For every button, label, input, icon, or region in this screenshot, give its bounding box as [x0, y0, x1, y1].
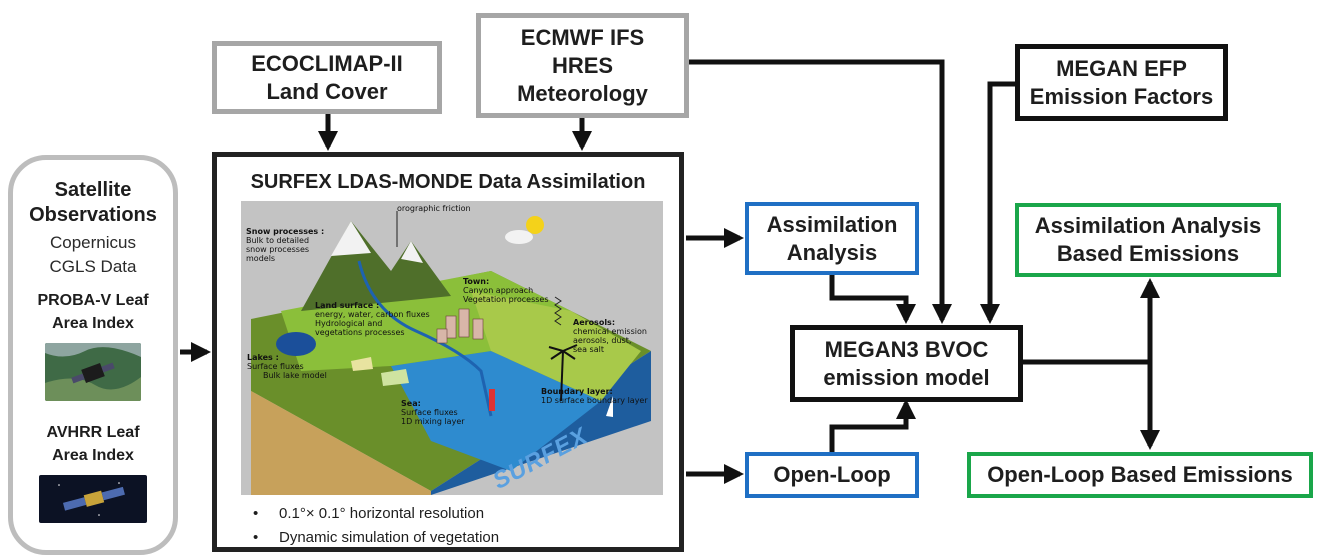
sea-title: Sea:: [401, 399, 421, 408]
snow-line-1: Bulk to detailed: [246, 236, 310, 245]
land-title: Land surface :: [315, 301, 380, 310]
arrow-ecmwf-megan3: [687, 59, 952, 324]
surfex-bullets: 0.1°× 0.1° horizontal resolution Dynamic…: [253, 502, 499, 550]
landscape-graphic: [251, 211, 651, 495]
ecoclimap-line-1: ECOCLIMAP-II: [251, 50, 403, 76]
lakes-line-2: Bulk lake model: [263, 371, 327, 380]
aerosols-line-1: chemical emission: [573, 327, 647, 336]
snow-title: Snow processes :: [246, 227, 325, 236]
open-loop-label: Open-Loop: [773, 462, 891, 487]
town-title: Town:: [463, 277, 490, 286]
label-orographic: orographic friction: [397, 204, 471, 213]
open-loop-box: Open-Loop: [745, 452, 919, 498]
avhrr-label-1: AVHRR Leaf: [46, 424, 140, 441]
town-line-1: Canyon approach: [463, 286, 534, 295]
ecmwf-line-2: HRES: [551, 52, 614, 78]
proba-satellite-image: [45, 343, 141, 401]
label-sea: Sea: Surface fluxes 1D mixing layer: [401, 399, 465, 426]
aerosols-line-2: aerosols, dust,: [573, 336, 632, 345]
proba-label-2: Area Index: [52, 315, 134, 332]
assim-emissions-line-1: Assimilation Analysis: [1034, 213, 1262, 238]
label-lakes: Lakes : Surface fluxes Bulk lake model: [247, 353, 327, 380]
arrow-efp-megan3: [980, 81, 1018, 324]
ecmwf-box: ECMWF IFS HRES Meteorology: [476, 13, 689, 118]
sea-line-2: 1D mixing layer: [401, 417, 465, 426]
lakes-title: Lakes :: [247, 353, 279, 362]
lakes-line-1: Surface fluxes: [247, 362, 304, 371]
boundary-line-1: 1D surface boundary layer: [541, 396, 648, 405]
megan-efp-box: MEGAN EFP Emission Factors: [1015, 44, 1228, 121]
arrow-openloop-megan3: [829, 399, 916, 452]
proba-label-1: PROBA-V Leaf: [37, 292, 149, 309]
label-town: Town: Canyon approach Vegetation process…: [463, 277, 549, 304]
ecoclimap-box: ECOCLIMAP-II Land Cover: [212, 41, 442, 114]
label-boundary-layer: Boundary layer: 1D surface boundary laye…: [541, 387, 648, 405]
aerosols-line-3: sea salt: [573, 345, 604, 354]
surfex-title: SURFEX LDAS-MONDE Data Assimilation: [250, 171, 646, 193]
land-line-3: vegetations processes: [315, 328, 405, 337]
megan3-line-1: MEGAN3 BVOC: [824, 336, 989, 362]
assim-line-1: Assimilation: [766, 211, 898, 237]
avhrr-label-2: Area Index: [52, 447, 134, 464]
surfex-panel: SURFEX LDAS-MONDE Data Assimilation: [212, 152, 684, 552]
label-snow: Snow processes : Bulk to detailed snow p…: [246, 227, 324, 263]
megan-efp-line-1: MEGAN EFP: [1056, 55, 1187, 81]
connector-layer: [180, 59, 1160, 484]
land-line-2: Hydrological and: [315, 319, 383, 328]
satellite-sub-1: Copernicus: [50, 233, 136, 252]
assim-emissions-box: Assimilation Analysis Based Emissions: [1015, 203, 1281, 277]
sea-line-1: Surface fluxes: [401, 408, 458, 417]
bullet-vegetation: Dynamic simulation of vegetation: [253, 526, 499, 550]
ecmwf-line-1: ECMWF IFS: [520, 24, 645, 50]
satellite-heading-2: Observations: [29, 204, 157, 226]
assim-line-2: Analysis: [786, 239, 878, 265]
arrow-assim-megan3: [829, 275, 916, 324]
openloop-emissions-box: Open-Loop Based Emissions: [967, 452, 1313, 498]
megan3-box: MEGAN3 BVOC emission model: [790, 325, 1023, 402]
assim-emissions-line-2: Based Emissions: [1056, 241, 1240, 266]
label-land-surface: Land surface : energy, water, carbon flu…: [315, 301, 430, 337]
satellite-sub-2: CGLS Data: [49, 257, 137, 276]
land-line-1: energy, water, carbon fluxes: [315, 310, 430, 319]
ecoclimap-line-2: Land Cover: [266, 78, 388, 104]
town-line-2: Vegetation processes: [463, 295, 549, 304]
surfex-illustration: orographic friction Snow processes : Bul…: [241, 201, 663, 495]
satellite-heading-1: Satellite: [54, 179, 132, 201]
ecmwf-line-3: Meteorology: [517, 80, 648, 106]
aerosols-title: Aerosols:: [573, 318, 616, 327]
megan3-line-2: emission model: [823, 364, 990, 390]
label-aerosols: Aerosols: chemical emission aerosols, du…: [573, 318, 647, 354]
boundary-title: Boundary layer:: [541, 387, 613, 396]
satellite-panel: Satellite Observations Copernicus CGLS D…: [8, 155, 178, 555]
avhrr-satellite-image: [39, 475, 147, 523]
megan-efp-line-2: Emission Factors: [1029, 83, 1214, 109]
assimilation-analysis-box: Assimilation Analysis: [745, 202, 919, 275]
snow-line-3: models: [246, 254, 276, 263]
openloop-emissions-label: Open-Loop Based Emissions: [987, 462, 1293, 487]
snow-line-2: snow processes: [246, 245, 310, 254]
bullet-resolution: 0.1°× 0.1° horizontal resolution: [253, 502, 499, 526]
